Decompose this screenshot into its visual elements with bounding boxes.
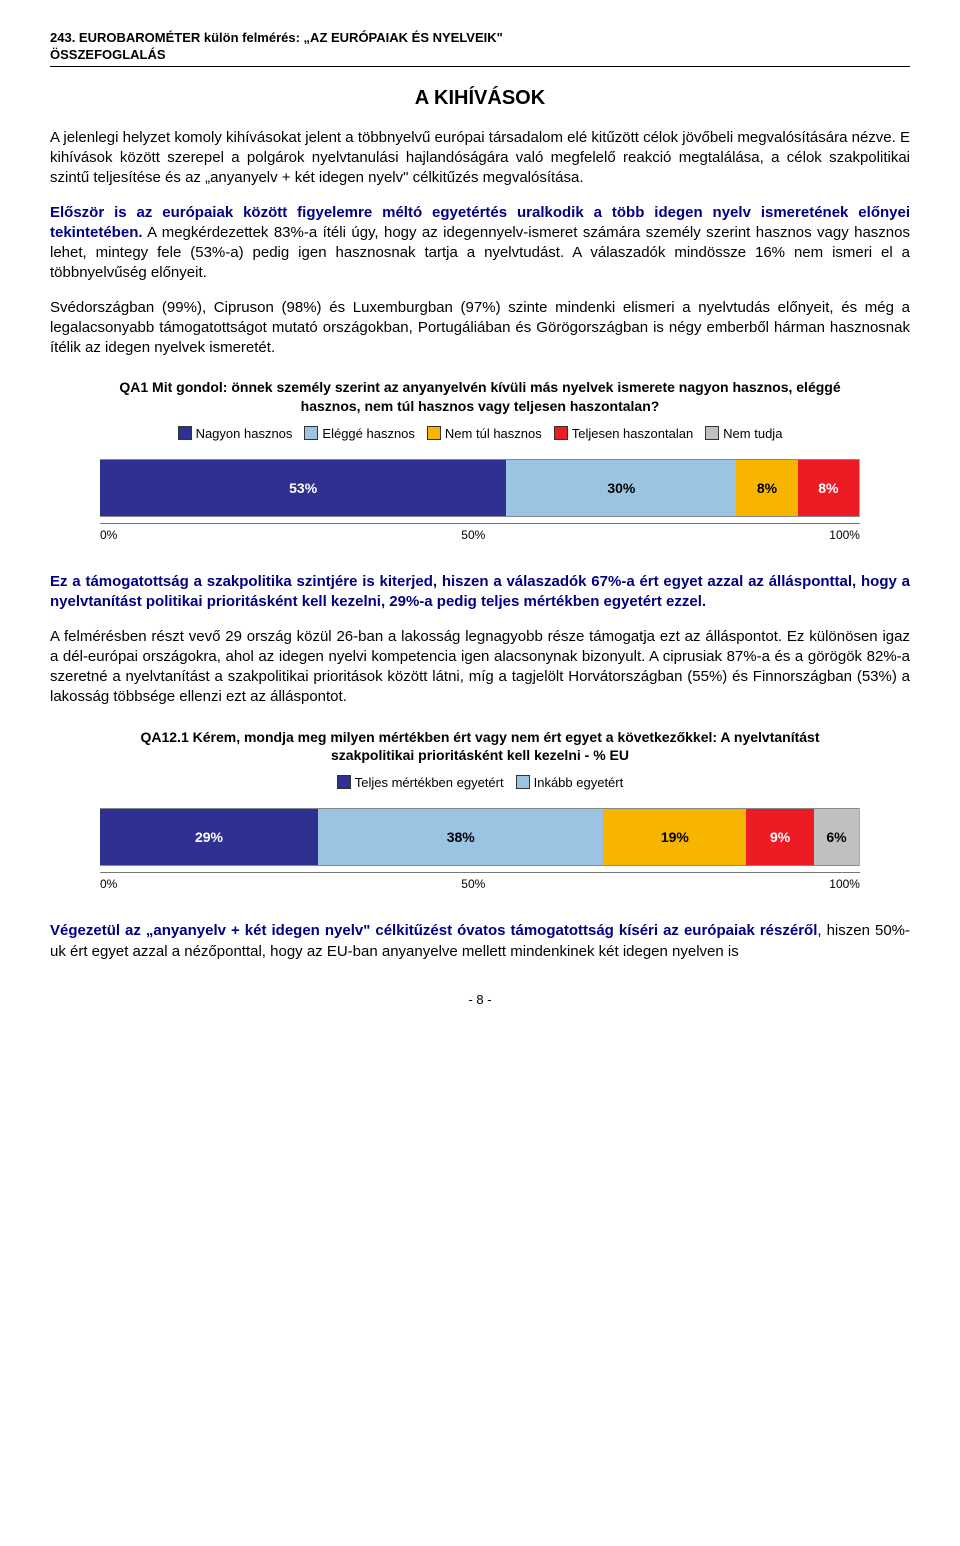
axis-label: 100%: [829, 528, 860, 542]
chart-qa1: QA1 Mit gondol: önnek személy szerint az…: [100, 378, 860, 542]
axis-label: 0%: [100, 528, 117, 542]
chart2-axis: 0% 50% 100%: [100, 872, 860, 891]
legend-label: Eléggé hasznos: [322, 426, 415, 441]
paragraph-2: Először is az európaiak között figyelemr…: [50, 203, 910, 284]
paragraph-6: Végezetül az „anyanyelv + két idegen nye…: [50, 921, 910, 962]
para4-emphasis: Ez a támogatottság a szakpolitika szintj…: [50, 573, 910, 610]
chart1-axis: 0% 50% 100%: [100, 523, 860, 542]
page-title: A KIHÍVÁSOK: [50, 87, 910, 110]
bar-segment: 9%: [746, 808, 814, 866]
legend-swatch: [337, 775, 351, 789]
legend-swatch: [516, 775, 530, 789]
legend-label: Nem túl hasznos: [445, 426, 542, 441]
chart1-title: QA1 Mit gondol: önnek személy szerint az…: [100, 378, 860, 416]
page-footer: - 8 -: [50, 992, 910, 1007]
chart2-legend: Teljes mértékben egyetért Inkább egyetért: [100, 775, 860, 790]
legend-swatch: [705, 426, 719, 440]
para6-emphasis: Végezetül az „anyanyelv + két idegen nye…: [50, 922, 817, 939]
bar-segment: 53%: [100, 459, 506, 517]
axis-label: 100%: [829, 877, 860, 891]
axis-label: 50%: [461, 528, 485, 542]
legend-swatch: [554, 426, 568, 440]
bar-segment: 38%: [318, 808, 604, 866]
para2-rest: A megkérdezettek 83%-a ítéli úgy, hogy a…: [50, 224, 910, 282]
legend-item: Nem tudja: [705, 426, 782, 441]
paragraph-4: Ez a támogatottság a szakpolitika szintj…: [50, 572, 910, 613]
chart2-bar-area: 29%38%19%9%6%: [100, 808, 860, 866]
legend-item: Teljes mértékben egyetért: [337, 775, 504, 790]
legend-item: Nem túl hasznos: [427, 426, 542, 441]
header-line2: ÖSSZEFOGLALÁS: [50, 47, 166, 62]
legend-label: Teljes mértékben egyetért: [355, 775, 504, 790]
legend-item: Eléggé hasznos: [304, 426, 415, 441]
paragraph-1: A jelenlegi helyzet komoly kihívásokat j…: [50, 128, 910, 189]
legend-swatch: [304, 426, 318, 440]
legend-swatch: [427, 426, 441, 440]
legend-item: Teljesen haszontalan: [554, 426, 693, 441]
legend-item: Inkább egyetért: [516, 775, 624, 790]
bar-segment: 6%: [814, 808, 859, 866]
legend-item: Nagyon hasznos: [178, 426, 293, 441]
bar-segment: 8%: [736, 459, 797, 517]
chart-qa12: QA12.1 Kérem, mondja meg milyen mértékbe…: [100, 728, 860, 892]
paragraph-3: Svédországban (99%), Cipruson (98%) és L…: [50, 298, 910, 359]
axis-label: 0%: [100, 877, 117, 891]
bar-segment: 30%: [506, 459, 736, 517]
chart2-title: QA12.1 Kérem, mondja meg milyen mértékbe…: [100, 728, 860, 766]
header-line1: 243. EUROBAROMÉTER külön felmérés: „AZ E…: [50, 30, 503, 45]
legend-label: Nagyon hasznos: [196, 426, 293, 441]
bar-segment: 29%: [100, 808, 318, 866]
page-header: 243. EUROBAROMÉTER külön felmérés: „AZ E…: [50, 30, 910, 67]
bar-segment: 19%: [603, 808, 746, 866]
legend-label: Teljesen haszontalan: [572, 426, 693, 441]
legend-label: Nem tudja: [723, 426, 782, 441]
chart1-bar-area: 53%30%8%8%: [100, 459, 860, 517]
bar-segment: 8%: [798, 459, 859, 517]
axis-label: 50%: [461, 877, 485, 891]
paragraph-5: A felmérésben részt vevő 29 ország közül…: [50, 627, 910, 708]
legend-swatch: [178, 426, 192, 440]
legend-label: Inkább egyetért: [534, 775, 624, 790]
chart1-legend: Nagyon hasznos Eléggé hasznos Nem túl hasz…: [100, 426, 860, 441]
